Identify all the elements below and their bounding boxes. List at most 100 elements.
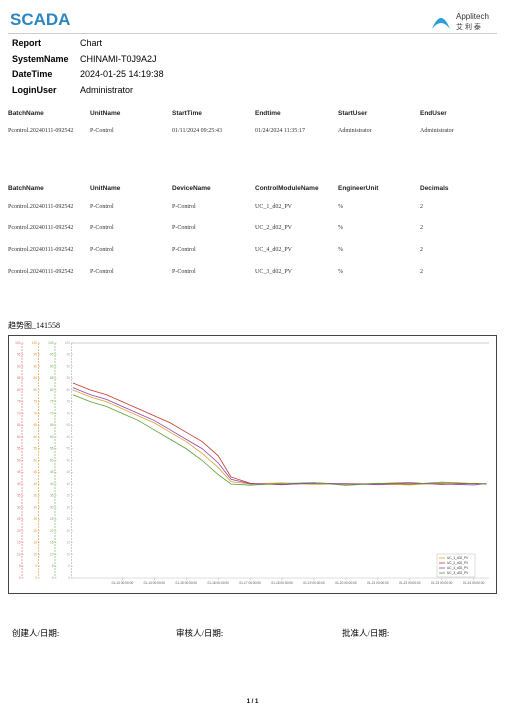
y-tick-label: 40 xyxy=(17,482,21,486)
y-tick-label: 90 xyxy=(17,364,21,368)
page-number: 1 / 1 xyxy=(246,699,259,705)
x-tick-label: 01-20 00:00:00 xyxy=(335,581,357,585)
table-cell: 2 xyxy=(420,247,423,253)
info-value: Administrator xyxy=(80,84,134,95)
info-value: Chart xyxy=(80,38,103,48)
y-tick-label: 80 xyxy=(50,388,54,392)
y-tick-label: 35 xyxy=(33,494,37,498)
column-header: StartTime xyxy=(172,110,202,117)
table-cell: UC_2_d02_PV xyxy=(255,225,293,231)
series-line xyxy=(72,387,487,486)
table-cell: P-Control xyxy=(90,204,114,210)
table-cell: P-Control xyxy=(172,225,196,231)
info-value: CHINAMI-T0J9A2J xyxy=(80,53,157,64)
y-tick-label: 30 xyxy=(17,505,21,509)
chart-title: 趋势图_141558 xyxy=(8,321,60,330)
y-tick-label: 40 xyxy=(66,482,70,486)
y-tick-label: 75 xyxy=(33,400,37,404)
y-tick-label: 95 xyxy=(33,353,37,357)
y-tick-label: 60 xyxy=(17,435,21,439)
column-header: UnitName xyxy=(90,185,121,192)
y-tick-label: 30 xyxy=(50,505,54,509)
column-header: UnitName xyxy=(90,110,121,117)
y-tick-label: 25 xyxy=(17,517,21,521)
column-header: BatchName xyxy=(8,185,44,192)
y-tick-label: 55 xyxy=(33,447,37,451)
y-tick-label: 85 xyxy=(17,376,21,380)
table-cell: % xyxy=(338,247,343,253)
table-cell: P-Control xyxy=(172,247,196,253)
y-tick-label: 10 xyxy=(66,552,70,556)
y-tick-label: 65 xyxy=(50,423,54,427)
y-tick-label: 65 xyxy=(66,423,70,427)
table-cell: UC_3_d02_PV xyxy=(255,269,293,275)
series-line xyxy=(72,394,487,486)
y-tick-label: 70 xyxy=(66,411,70,415)
column-header: EngineerUnit xyxy=(338,185,379,192)
y-tick-label: 85 xyxy=(50,376,54,380)
y-tick-label: 100 xyxy=(15,341,21,345)
y-tick-label: 90 xyxy=(33,364,37,368)
y-tick-label: 100 xyxy=(32,341,38,345)
y-tick-label: 45 xyxy=(66,470,70,474)
table-cell: Pcontrol.20240111-092542 xyxy=(8,247,74,253)
x-tick-label: 01-23 00:00:00 xyxy=(431,581,453,585)
table-cell: Pcontrol.20240111-092542 xyxy=(8,204,74,210)
table-cell: UC_4_d02_PV xyxy=(255,247,293,253)
header-rule xyxy=(8,33,497,34)
y-tick-label: 35 xyxy=(50,494,54,498)
y-tick-label: 20 xyxy=(33,529,37,533)
y-tick-label: 60 xyxy=(33,435,37,439)
logo-text: Applitech xyxy=(456,12,489,21)
y-tick-label: 5 xyxy=(19,564,21,568)
y-tick-label: 10 xyxy=(50,552,54,556)
logo-icon xyxy=(432,18,450,29)
y-tick-label: 70 xyxy=(17,411,21,415)
y-tick-label: 60 xyxy=(66,435,70,439)
column-header: ControlModuleName xyxy=(255,185,319,192)
info-value: 2024-01-25 14:19:38 xyxy=(80,69,164,79)
y-tick-label: 50 xyxy=(50,458,54,462)
y-tick-label: 60 xyxy=(50,435,54,439)
table-cell: P-Control xyxy=(90,225,114,231)
table-cell: 2 xyxy=(420,225,423,231)
y-tick-label: 50 xyxy=(66,458,70,462)
y-tick-label: 45 xyxy=(50,470,54,474)
table-cell: Administrator xyxy=(420,128,454,134)
column-header: BatchName xyxy=(8,110,44,117)
table-cell: UC_1_d02_PV xyxy=(255,204,293,210)
series-line xyxy=(72,382,487,486)
y-tick-label: 55 xyxy=(17,447,21,451)
info-label: Report xyxy=(12,38,41,48)
y-tick-label: 35 xyxy=(66,494,70,498)
x-tick-label: 01-17 00:00:00 xyxy=(239,581,261,585)
signature-label: 审核人/日期: xyxy=(176,628,224,638)
y-tick-label: 95 xyxy=(50,353,54,357)
y-tick-label: 100 xyxy=(65,341,71,345)
table-cell: % xyxy=(338,204,343,210)
chart: 0 5 10 15 20 25 30 35 40 45 50 55 60 65 70 75 80 85 90 95 10… xyxy=(8,335,497,594)
y-tick-label: 0 xyxy=(52,576,54,580)
x-tick-label: 01-18 00:00:00 xyxy=(271,581,293,585)
y-tick-label: 75 xyxy=(50,400,54,404)
column-header: EndUser xyxy=(420,110,447,117)
y-tick-label: 15 xyxy=(50,541,54,545)
y-tick-label: 80 xyxy=(33,388,37,392)
table-cell: P-Control xyxy=(172,204,196,210)
table-cell: Administrator xyxy=(338,128,372,134)
y-tick-label: 0 xyxy=(35,576,37,580)
info-label: SystemName xyxy=(12,53,69,64)
legend-label: UC_2_d02_PV xyxy=(447,561,469,565)
table-cell: Pcontrol.20240111-092542 xyxy=(8,269,74,275)
y-tick-label: 15 xyxy=(66,541,70,545)
info-label: DateTime xyxy=(12,69,53,79)
y-tick-label: 80 xyxy=(66,388,70,392)
y-tick-label: 65 xyxy=(17,423,21,427)
table-cell: % xyxy=(338,269,343,275)
table-cell: P-Control xyxy=(90,247,114,253)
x-tick-label: 01-16 00:00:00 xyxy=(207,581,229,585)
series-line xyxy=(72,389,487,486)
y-tick-label: 15 xyxy=(33,541,37,545)
y-tick-label: 0 xyxy=(68,576,70,580)
